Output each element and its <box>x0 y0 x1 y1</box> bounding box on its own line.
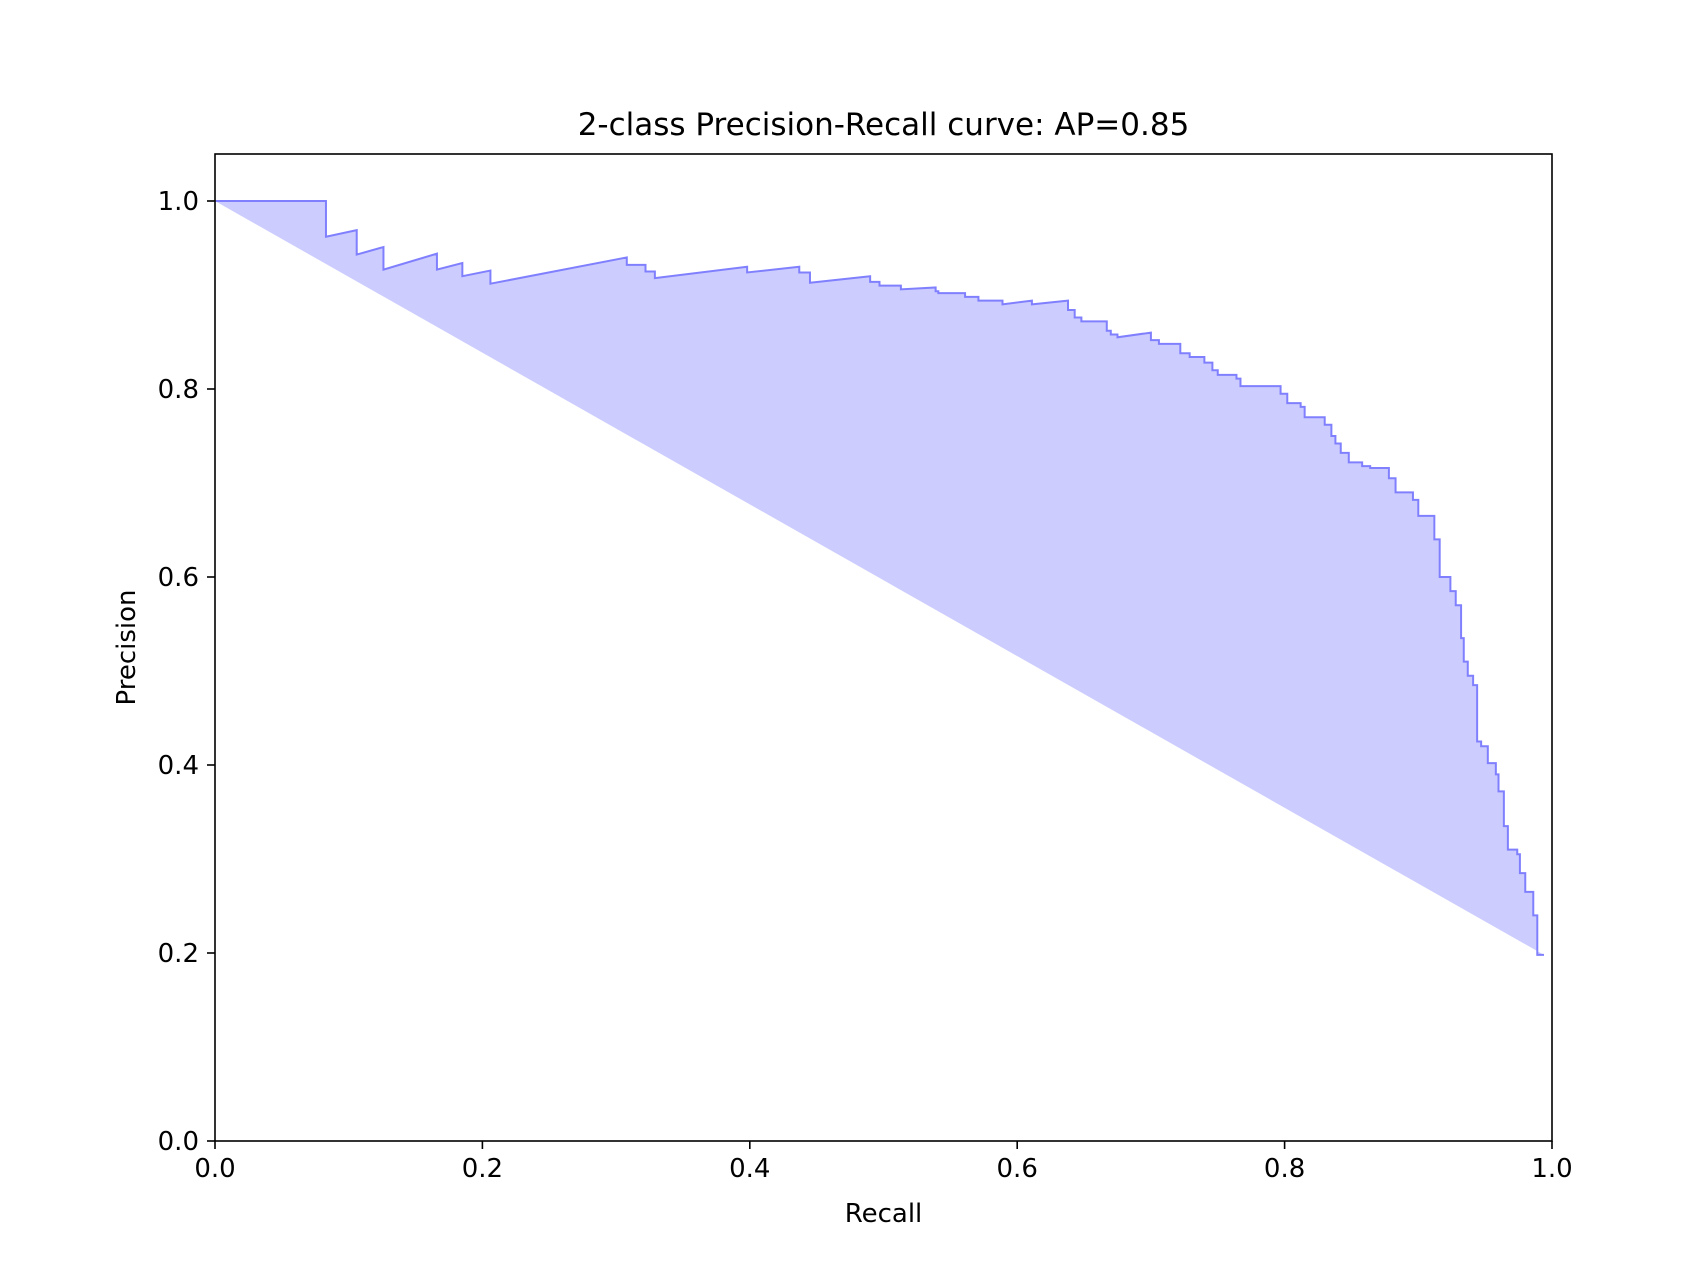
y-axis-ticks: 0.0 0.2 0.4 0.6 0.8 1.0 <box>158 187 215 1157</box>
x-tick-label: 0.4 <box>729 1154 770 1184</box>
y-axis-label: Precision <box>112 589 142 705</box>
y-tick-label: 0.8 <box>158 375 199 405</box>
y-tick-label: 0.6 <box>158 563 199 593</box>
y-tick-label: 0.0 <box>158 1127 199 1157</box>
x-axis-ticks: 0.0 0.2 0.4 0.6 0.8 1.0 <box>194 1141 1573 1184</box>
chart-title: 2-class Precision-Recall curve: AP=0.85 <box>578 107 1190 143</box>
x-tick-label: 0.8 <box>1264 1154 1305 1184</box>
x-tick-label: 0.6 <box>997 1154 1038 1184</box>
axes-frame <box>214 153 1553 1142</box>
precision-recall-area <box>215 201 1544 955</box>
y-tick-label: 1.0 <box>158 187 199 217</box>
x-axis-label: Recall <box>845 1199 923 1229</box>
plot-area <box>215 200 1544 956</box>
x-tick-label: 0.0 <box>194 1154 235 1184</box>
x-tick-label: 0.2 <box>462 1154 503 1184</box>
y-tick-label: 0.4 <box>158 751 199 781</box>
x-tick-label: 1.0 <box>1531 1154 1572 1184</box>
y-tick-label: 0.2 <box>158 939 199 969</box>
precision-recall-step-line <box>215 200 1544 956</box>
